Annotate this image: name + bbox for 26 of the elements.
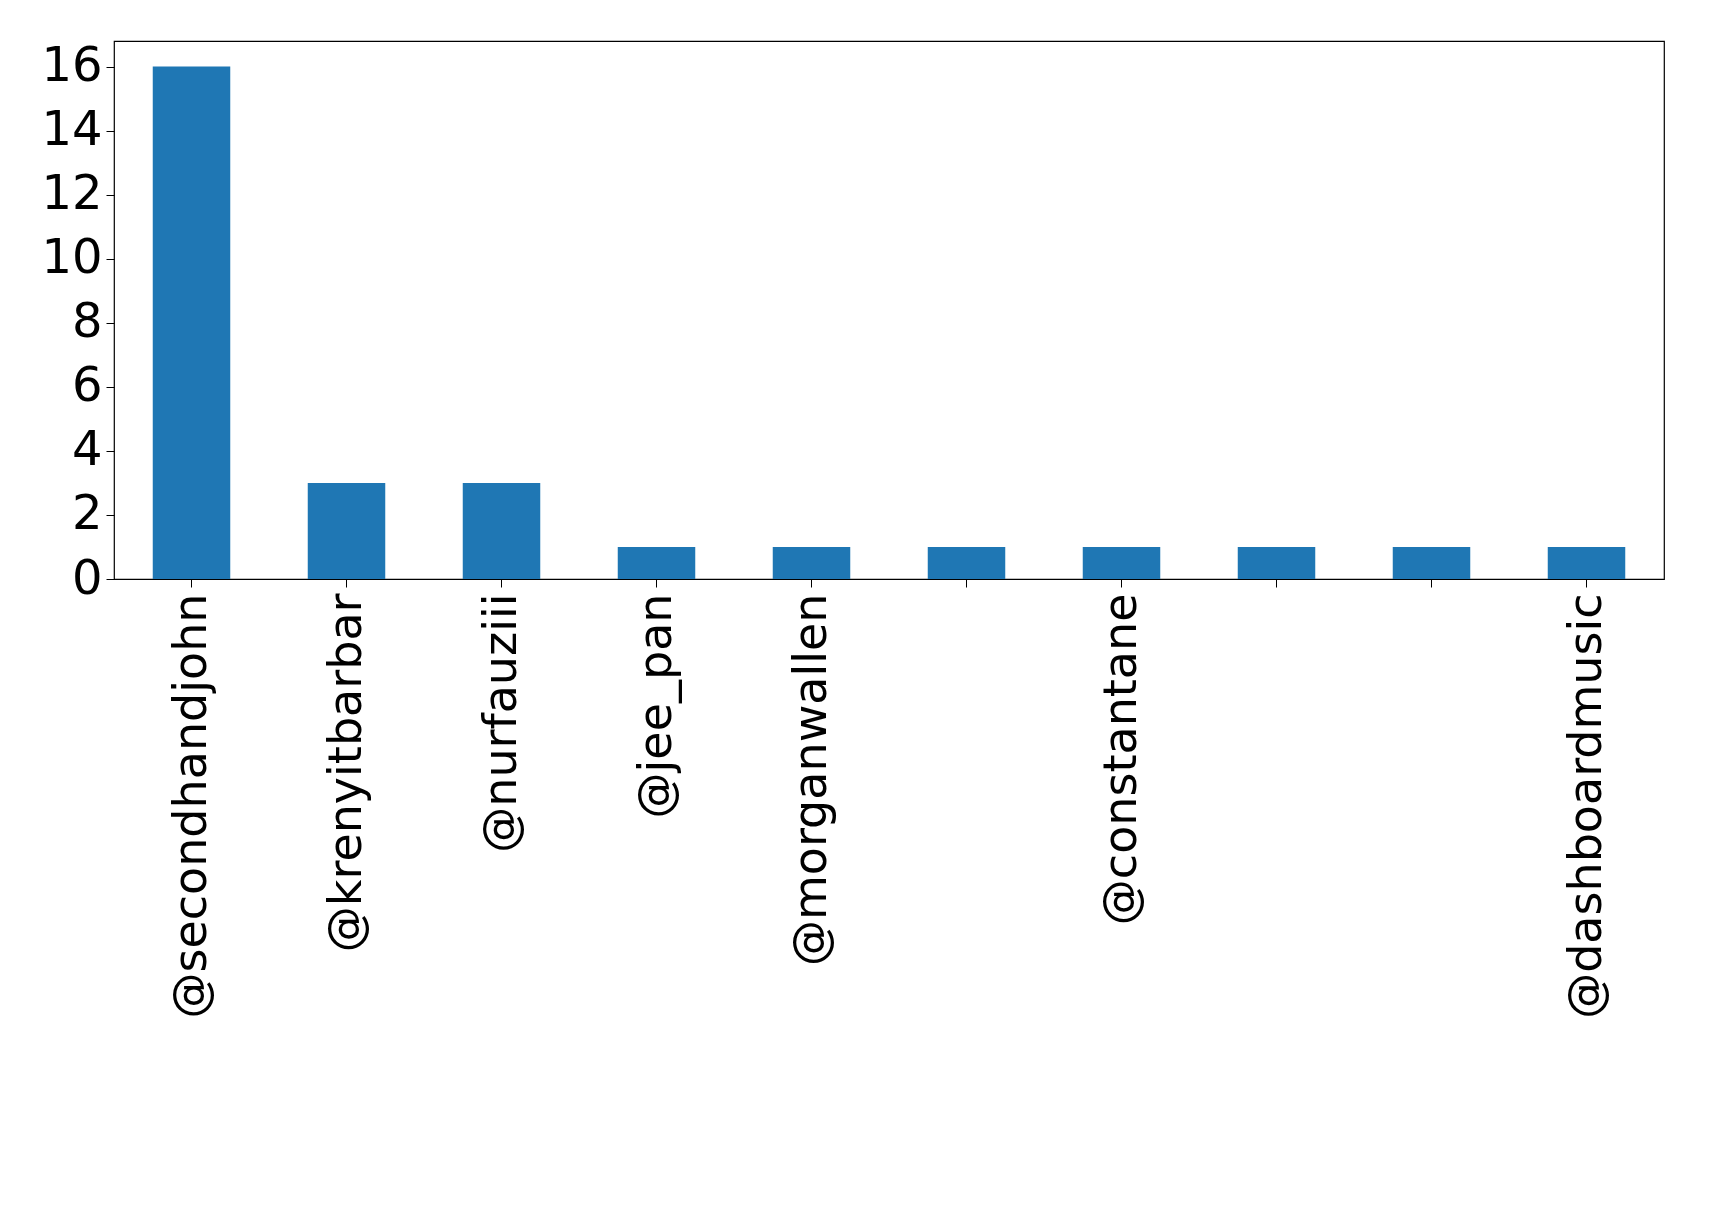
y-tick-label: 16: [41, 36, 103, 93]
x-tick-label: @constantane: [1092, 593, 1147, 926]
x-tick-label: @morganwallen: [782, 593, 837, 966]
y-tick-label: 0: [71, 548, 103, 605]
bar: [1082, 546, 1161, 579]
x-tick-label: @krenyitbarbar: [317, 593, 372, 953]
bar: [1547, 546, 1626, 579]
y-tick-label: 12: [41, 164, 103, 221]
bar: [1237, 546, 1316, 579]
bar: [462, 482, 541, 579]
bar: [617, 546, 696, 579]
bar: [772, 546, 851, 579]
y-tick-label: 14: [41, 100, 103, 157]
bar: [1392, 546, 1471, 579]
bar: [152, 66, 231, 579]
x-tick-label: @jee_pan: [627, 593, 682, 819]
x-tick-label: @secondhandjohn: [162, 593, 217, 1019]
y-tick-label: 6: [71, 356, 103, 413]
x-tick-label: @dashboardmusic: [1557, 593, 1612, 1019]
y-tick-label: 2: [71, 484, 103, 541]
y-tick-label: 8: [71, 292, 103, 349]
bar: [927, 546, 1006, 579]
x-tick-label: @nurfauziii: [472, 593, 527, 853]
bar: [307, 482, 386, 579]
y-tick-label: 10: [41, 228, 103, 285]
y-tick-label: 4: [71, 420, 103, 477]
